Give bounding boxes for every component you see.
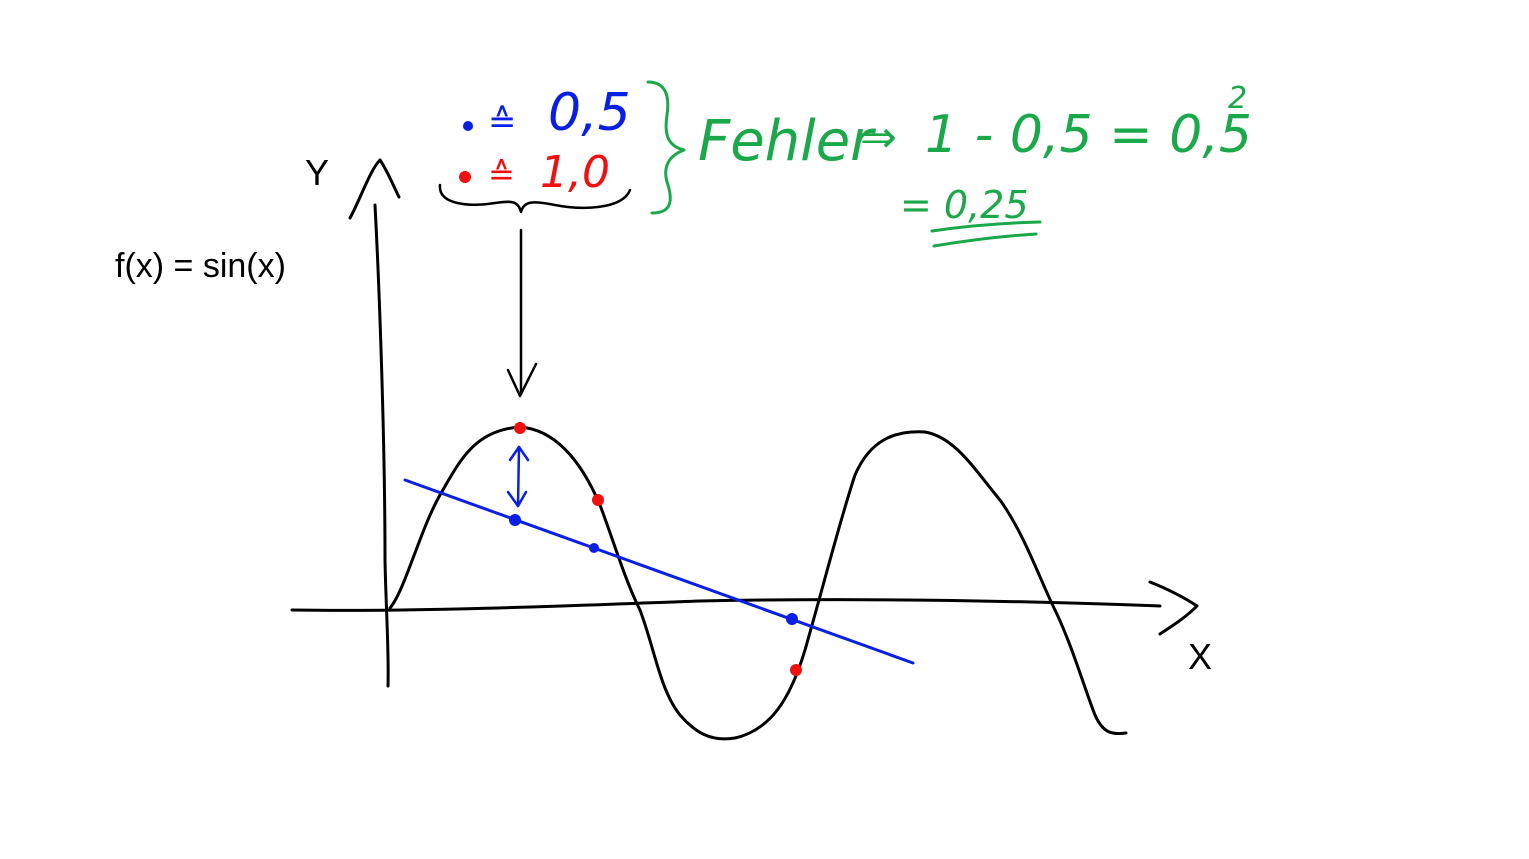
true-value-point [514, 422, 526, 434]
error-exponent: 2 [1228, 81, 1247, 116]
regression-line [403, 478, 915, 665]
y-axis-arrowhead [348, 158, 401, 220]
error-double-arrow [506, 445, 530, 508]
blue-legend-symbol: ≙ [488, 102, 517, 142]
red-legend-dot [459, 171, 471, 183]
prediction-point [589, 543, 599, 553]
y-axis: Y [305, 152, 401, 688]
error-note: Fehler ⇒ 1 - 0,5 = 0,5 2 = 0,25 [698, 81, 1252, 248]
prediction-points [509, 514, 798, 625]
green-brace [646, 80, 686, 215]
legend-underbrace [438, 183, 632, 214]
error-result: = 0,25 [900, 183, 1029, 227]
pointer-arrow [506, 228, 538, 398]
true-value-point [592, 494, 604, 506]
y-axis-label: Y [305, 152, 329, 193]
error-expression: 1 - 0,5 = 0,5 [925, 105, 1252, 165]
error-arrow: ⇒ [860, 112, 897, 163]
true-value-point [790, 664, 802, 676]
x-axis-label: X [1188, 636, 1212, 677]
error-word: Fehler [698, 109, 876, 174]
blue-legend-value: 0,5 [548, 83, 631, 143]
red-legend-symbol: ≙ [488, 155, 515, 193]
red-legend-value: 1,0 [540, 147, 610, 198]
prediction-point [509, 514, 521, 526]
blue-legend-dot [463, 121, 473, 131]
true-value-points [514, 422, 802, 676]
sine-curve [388, 425, 1128, 741]
prediction-point [786, 613, 798, 625]
function-label: f(x) = sin(x) [115, 247, 286, 285]
x-axis: X [290, 580, 1212, 677]
legend: ≙ 0,5 ≙ 1,0 [438, 83, 632, 214]
result-underline-top [930, 220, 1042, 233]
result-underline-bottom [932, 232, 1038, 248]
x-axis-arrowhead [1148, 580, 1199, 636]
